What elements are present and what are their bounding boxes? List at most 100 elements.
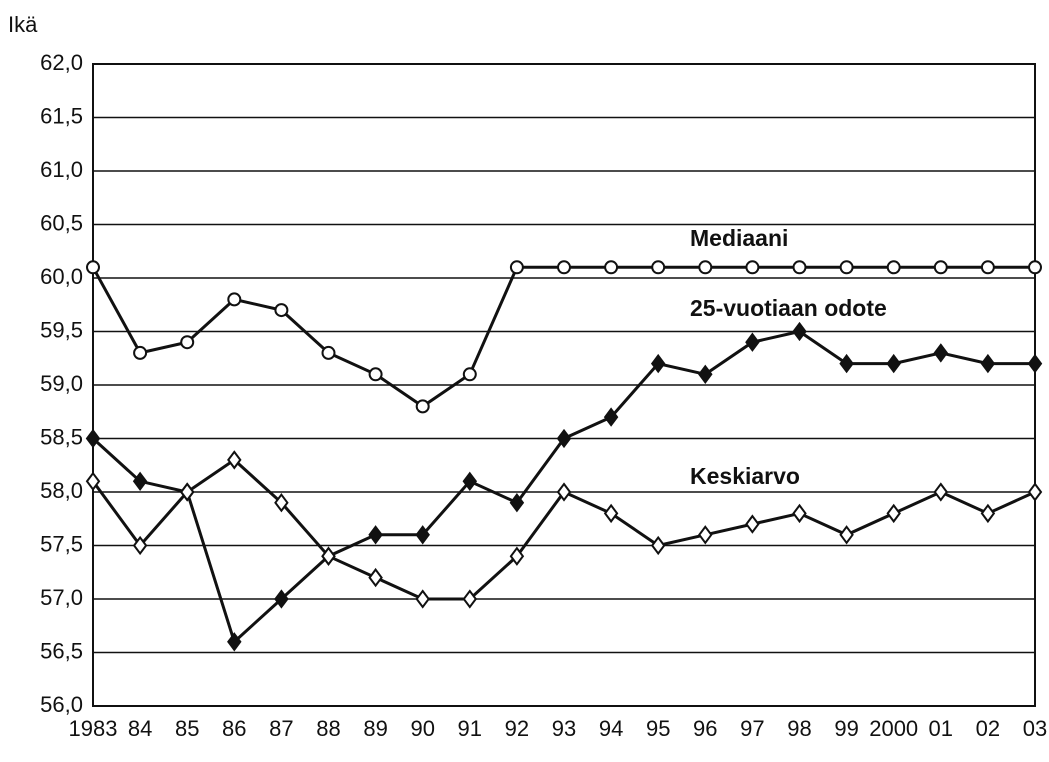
x-tick-label: 98 [787,716,811,741]
y-tick-label: 58,5 [40,424,83,449]
marker [886,353,901,374]
marker [180,335,195,350]
marker [980,503,996,524]
marker [132,471,148,491]
marker [509,260,524,275]
marker [556,482,572,502]
x-tick-label: 84 [128,716,152,741]
marker [603,407,619,427]
x-tick-label: 95 [646,716,670,741]
x-tick-label: 91 [458,716,482,741]
marker [839,353,854,374]
marker [415,525,430,545]
y-tick-label: 61,5 [40,103,83,128]
marker [132,535,148,556]
marker [85,428,101,449]
marker [698,260,713,275]
marker [368,567,383,588]
y-tick-label: 56,0 [40,692,83,717]
marker [462,367,477,382]
y-tick-label: 61,0 [40,157,83,182]
series-label: Keskiarvo [690,463,800,489]
x-tick-label: 02 [976,716,1000,741]
marker [650,535,666,556]
marker [85,471,101,491]
y-tick-label: 56,5 [40,638,83,663]
marker [980,260,995,275]
x-tick-label: 85 [175,716,199,741]
x-tick-label: 96 [693,716,717,741]
marker [792,321,807,342]
marker [415,589,430,609]
y-tick-label: 62,0 [40,50,83,75]
x-tick-label: 87 [269,716,293,741]
x-tick-label: 86 [222,716,246,741]
marker [557,260,571,275]
marker [227,450,242,470]
marker [462,589,478,609]
y-tick-label: 57,0 [40,585,83,610]
marker [886,260,901,275]
x-tick-label: 88 [316,716,340,741]
marker [886,503,901,524]
marker [415,399,430,414]
marker [274,303,289,318]
marker [321,345,336,360]
x-tick-label: 03 [1023,716,1047,741]
marker [933,260,948,275]
marker [179,482,195,502]
y-tick-label: 58,0 [40,478,83,503]
marker [603,503,619,524]
marker [1027,482,1043,502]
y-tick-label: 57,5 [40,531,83,556]
marker [651,260,666,275]
marker [933,482,949,502]
marker [556,428,572,449]
x-tick-label: 1983 [69,716,118,741]
marker [274,589,289,609]
marker [1027,353,1043,374]
marker [839,260,854,275]
marker [650,353,666,374]
marker [933,343,949,363]
marker [839,525,854,545]
y-axis-label: Ikä [8,12,38,37]
x-tick-label: 93 [552,716,576,741]
series-label: Mediaani [690,225,788,251]
marker [745,332,760,352]
marker [133,345,148,360]
x-tick-label: 2000 [869,716,918,741]
marker [980,353,996,374]
marker [745,514,760,534]
marker [792,503,807,524]
marker [509,493,525,513]
series-line [91,457,1036,601]
marker [604,260,619,275]
marker [227,632,242,652]
marker [368,525,383,545]
marker [86,260,100,275]
marker [462,471,478,491]
x-tick-label: 01 [929,716,953,741]
marker [698,525,713,545]
marker [1028,260,1042,275]
y-tick-label: 59,5 [40,317,83,342]
marker [321,546,336,566]
y-tick-label: 59,0 [40,371,83,396]
marker [274,493,289,513]
y-tick-label: 60,5 [40,210,83,235]
series-label: 25-vuotiaan odote [690,295,887,321]
marker [698,364,713,384]
x-tick-label: 92 [505,716,529,741]
x-tick-label: 90 [410,716,434,741]
y-tick-label: 60,0 [40,264,83,289]
x-tick-label: 94 [599,716,623,741]
x-tick-label: 97 [740,716,764,741]
marker [745,260,760,275]
x-tick-label: 99 [834,716,858,741]
marker [368,367,383,382]
marker [509,546,525,566]
x-tick-label: 89 [363,716,387,741]
marker [792,260,807,275]
